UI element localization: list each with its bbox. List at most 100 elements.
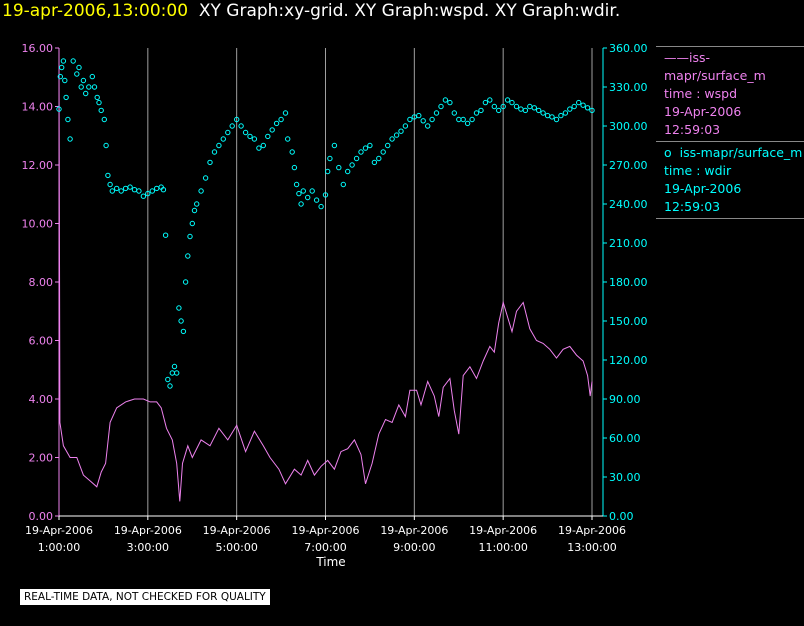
wspd-tick-label: 12.00 [22,159,54,172]
wdir-point [589,107,595,114]
wdir-point [429,116,435,123]
time-tick-date: 19-Apr-2006 [25,524,93,537]
wdir-point [313,197,320,203]
wdir-point [182,279,189,285]
wdir-point [256,145,262,151]
wspd-axis-ticks: 0.00 2.00 4.00 6.00 8.00 10.00 12.00 14.00 16.00 [22,42,59,523]
wdir-point [496,107,502,114]
legend-wdir-date: 19-Apr-2006 [664,181,742,196]
wdir-point [63,94,69,101]
wspd-tick-label: 8.00 [29,276,54,289]
wdir-point [487,97,493,103]
wdir-point [86,84,92,90]
wdir-point [127,184,133,190]
wdir-point [322,192,329,198]
legend-wdir-label: time : wdir [664,163,732,178]
wdir-point [234,116,240,123]
wdir-point [285,136,291,142]
wdir-point [62,77,68,84]
wdir-point [464,120,471,127]
wdir-point [473,110,480,116]
wdir-point [407,116,413,123]
legend-entry-wspd[interactable]: ——iss-mapr/surface_m time : wspd 19-Apr-… [656,49,804,139]
wspd-line [58,62,593,502]
line-symbol-icon: —— [664,50,689,65]
wdir-point [211,149,218,155]
time-tick-time: 3:00:00 [127,541,169,554]
wdir-point [340,181,346,188]
wspd-tick-label: 10.00 [22,218,54,231]
wdir-point [65,116,71,123]
time-tick-time: 13:00:00 [567,541,616,554]
wdir-point [269,127,275,133]
wdir-point [194,201,200,207]
wdir-point [540,110,546,116]
wdir-tick-label: 210.00 [609,237,648,250]
wdir-point [207,159,213,166]
legend-entry-wdir[interactable]: o iss-mapr/surface_m time : wdir 19-Apr-… [656,144,804,216]
wdir-point [576,99,582,106]
legend-divider [656,141,804,142]
wdir-point [509,99,515,106]
legend: ——iss-mapr/surface_m time : wspd 19-Apr-… [656,44,804,221]
wdir-point [482,99,489,106]
wdir-tick-label: 330.00 [609,81,648,94]
circle-marker-icon: o [664,145,672,160]
wdir-tick-label: 60.00 [609,432,641,445]
wdir-point [191,207,198,214]
wdir-point [238,123,244,129]
wdir-point [460,116,466,123]
wdir-point [553,116,560,123]
wdir-point [416,112,422,119]
wdir-point [78,84,84,90]
legend-divider [656,218,804,219]
wdir-point [180,328,187,335]
wdir-point [56,106,62,112]
wdir-point [353,155,360,162]
wspd-tick-label: 2.00 [29,452,54,465]
wdir-point [305,194,311,201]
wdir-tick-label: 0.00 [609,510,634,523]
wdir-point [89,73,96,80]
wdir-point [491,103,497,110]
wdir-tick-label: 180.00 [609,276,648,289]
wspd-tick-label: 0.00 [29,510,54,523]
wdir-tick-label: 360.00 [609,42,648,55]
wdir-point [345,168,351,175]
wdir-point [518,106,524,112]
wdir-point [327,155,333,162]
wdir-tick-label: 90.00 [609,393,641,406]
wdir-point [500,103,506,110]
time-tick-time: 11:00:00 [478,541,527,554]
wdir-point [185,253,191,259]
wdir-point [282,110,289,116]
wdir-point [544,112,551,119]
wdir-tick-label: 240.00 [609,198,648,211]
wdir-point [59,64,65,71]
wdir-point [160,187,167,193]
wdir-point [174,370,180,376]
time-tick-time: 5:00:00 [215,541,257,554]
time-tick-date: 19-Apr-2006 [114,524,182,537]
wdir-point [198,188,204,194]
wdir-point [225,129,231,136]
wdir-point [247,133,253,140]
time-tick-time: 9:00:00 [393,541,435,554]
wdir-point [385,142,391,149]
wdir-point [101,116,108,123]
legend-wspd-date: 19-Apr-2006 [664,104,742,119]
title-graph-list: XY Graph:xy-grid. XY Graph:wspd. XY Grap… [198,1,621,21]
wdir-tick-label: 120.00 [609,354,648,367]
wdir-point [531,105,537,111]
wdir-point [504,97,511,103]
wdir-point [60,58,67,64]
wdir-point [420,118,426,124]
wdir-point [567,106,573,112]
time-axis-ticks: 19-Apr-2006 1:00:00 19-Apr-2006 3:00:00 19-A… [25,516,626,554]
wdir-point [91,84,98,90]
wdir-point [114,185,120,192]
legend-wspd-label: time : wspd [664,86,738,101]
wdir-point [149,188,156,194]
time-tick-date: 19-Apr-2006 [380,524,448,537]
